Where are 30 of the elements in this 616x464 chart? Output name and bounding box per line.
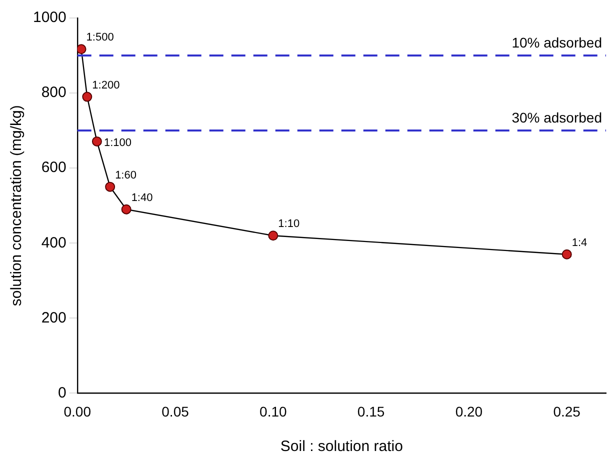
point	[562, 249, 572, 260]
x-tick-label: 0.05	[162, 403, 190, 420]
ref-line-label: 10% adsorbed	[512, 34, 602, 50]
y-tick-label: 800	[41, 84, 66, 102]
y-tick-label: 1000	[32, 9, 66, 26]
point	[105, 182, 116, 192]
point	[268, 230, 278, 241]
point	[121, 204, 132, 214]
y-tick-label: 400	[41, 234, 66, 252]
ref-line-label: 30% adsorbed	[512, 109, 602, 126]
point	[92, 136, 102, 146]
annotation: 1:10	[278, 218, 300, 230]
x-tick-label: 0.20	[455, 403, 483, 420]
annotation: 1:4	[572, 236, 588, 249]
x-tick-label: 0.00	[64, 403, 92, 420]
annotation: 1:100	[104, 136, 132, 149]
x-tick-label: 0.15	[357, 403, 385, 420]
annotation: 1:200	[92, 79, 120, 92]
y-tick-label: 200	[41, 309, 66, 326]
annotation: 1:60	[115, 169, 136, 182]
y-tick-label: 600	[41, 159, 66, 176]
y-tick-label: 0	[58, 384, 66, 402]
annotation: 1:40	[131, 192, 153, 204]
y-axis-title: solution concentration (mg/kg)	[8, 105, 26, 306]
annotation: 1:500	[86, 32, 114, 44]
x-tick-label: 0.10	[260, 403, 287, 420]
point	[82, 92, 92, 102]
point	[77, 44, 86, 54]
x-tick-label: 0.25	[553, 403, 581, 420]
x-axis-title: Soil : solution ratio	[280, 438, 403, 456]
